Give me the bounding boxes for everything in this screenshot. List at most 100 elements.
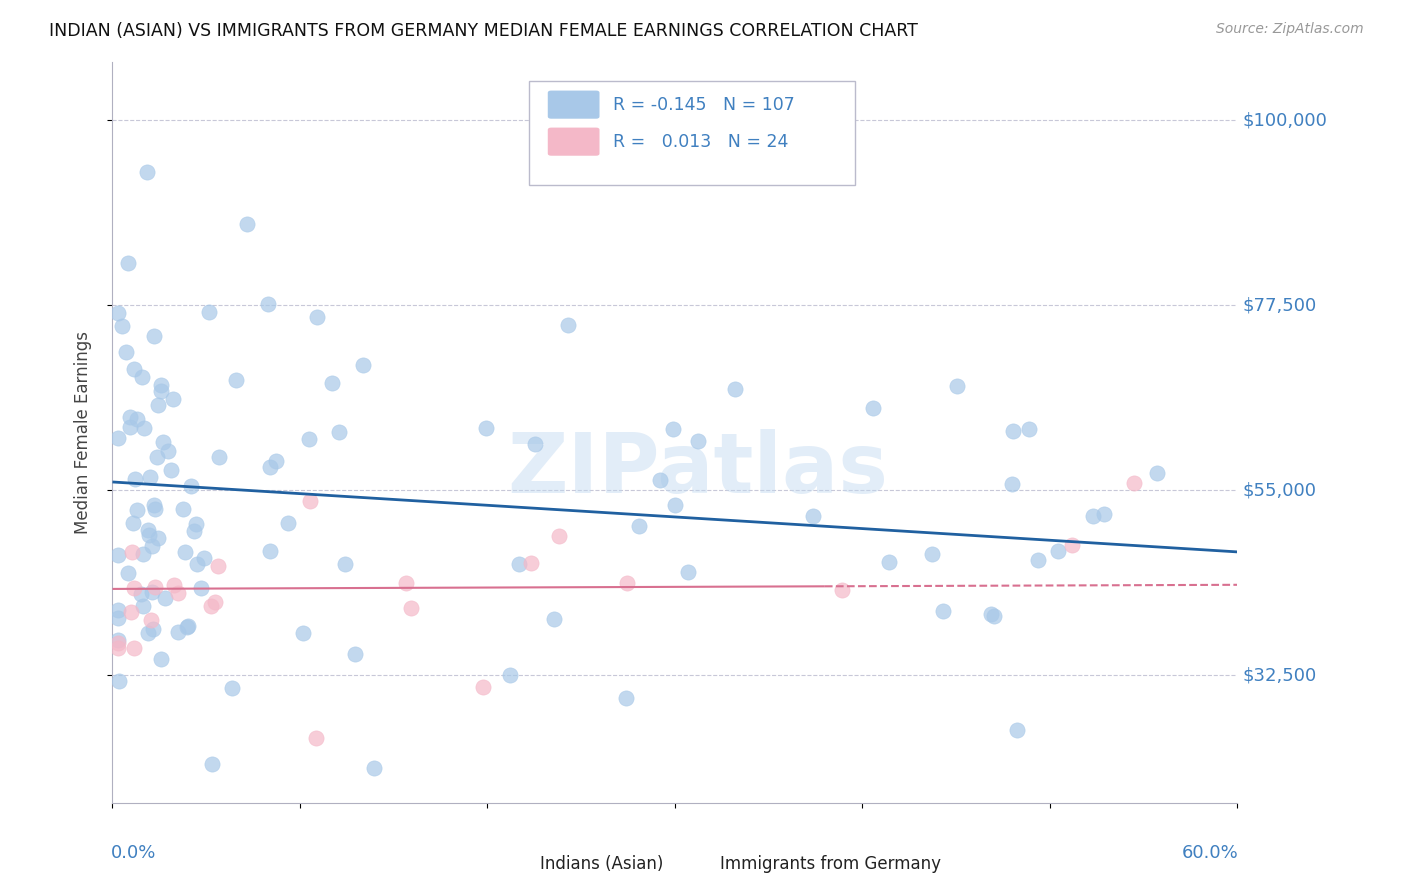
- Text: Indians (Asian): Indians (Asian): [540, 855, 664, 872]
- Point: [921, 547, 943, 561]
- Point: [174, 544, 197, 558]
- Point: [124, 472, 146, 486]
- Point: [277, 516, 299, 531]
- Point: [107, 632, 129, 647]
- Point: [1146, 467, 1168, 481]
- Point: [1001, 425, 1024, 439]
- Point: [305, 310, 328, 324]
- Point: [298, 432, 321, 446]
- Point: [298, 494, 321, 508]
- Text: R = -0.145   N = 107: R = -0.145 N = 107: [613, 95, 794, 113]
- Point: [399, 601, 422, 615]
- Point: [628, 519, 651, 533]
- Point: [305, 731, 328, 746]
- Point: [352, 358, 374, 372]
- Point: [177, 619, 200, 633]
- Point: [207, 558, 229, 573]
- Point: [142, 498, 165, 512]
- Point: [395, 576, 418, 591]
- Point: [236, 217, 259, 231]
- Y-axis label: Median Female Earnings: Median Female Earnings: [73, 331, 91, 534]
- Text: $100,000: $100,000: [1243, 111, 1327, 129]
- Point: [146, 398, 169, 412]
- Point: [138, 527, 160, 541]
- Point: [107, 548, 129, 562]
- Point: [363, 761, 385, 775]
- Point: [547, 529, 569, 543]
- Point: [142, 622, 165, 636]
- Point: [150, 378, 173, 392]
- Point: [197, 304, 219, 318]
- Point: [333, 557, 356, 571]
- Text: $32,500: $32,500: [1243, 666, 1317, 684]
- Point: [1026, 553, 1049, 567]
- Point: [136, 164, 159, 178]
- Point: [114, 345, 136, 359]
- Point: [291, 625, 314, 640]
- Point: [146, 531, 169, 545]
- Point: [184, 517, 207, 532]
- Point: [111, 319, 134, 334]
- Point: [143, 502, 166, 516]
- Point: [122, 640, 145, 655]
- Point: [543, 612, 565, 626]
- Point: [107, 432, 129, 446]
- FancyBboxPatch shape: [498, 853, 536, 875]
- Point: [139, 613, 162, 627]
- Point: [125, 412, 148, 426]
- Point: [121, 545, 143, 559]
- Point: [167, 586, 190, 600]
- Point: [523, 437, 546, 451]
- Point: [132, 548, 155, 562]
- Point: [862, 401, 884, 416]
- Text: 0.0%: 0.0%: [111, 844, 156, 862]
- Text: R =   0.013   N = 24: R = 0.013 N = 24: [613, 133, 789, 151]
- Point: [117, 256, 139, 270]
- Point: [225, 373, 247, 387]
- Point: [557, 318, 579, 333]
- Point: [472, 681, 495, 695]
- Point: [1005, 723, 1028, 737]
- Point: [132, 421, 155, 435]
- Point: [145, 450, 167, 464]
- Point: [648, 473, 671, 487]
- Point: [879, 555, 901, 569]
- Point: [208, 450, 231, 464]
- Point: [141, 539, 163, 553]
- Point: [328, 425, 350, 439]
- Point: [257, 297, 280, 311]
- Point: [180, 479, 202, 493]
- Point: [122, 581, 145, 595]
- Point: [183, 524, 205, 538]
- Point: [1081, 508, 1104, 523]
- Point: [143, 329, 166, 343]
- Point: [143, 580, 166, 594]
- Point: [138, 523, 160, 537]
- Point: [1122, 475, 1144, 490]
- Point: [204, 595, 226, 609]
- Point: [803, 508, 825, 523]
- Point: [132, 599, 155, 614]
- Text: 60.0%: 60.0%: [1181, 844, 1239, 862]
- Point: [162, 392, 184, 406]
- FancyBboxPatch shape: [678, 853, 716, 875]
- Point: [122, 362, 145, 376]
- FancyBboxPatch shape: [548, 91, 599, 119]
- Point: [107, 635, 129, 649]
- Point: [932, 603, 955, 617]
- Point: [157, 444, 180, 458]
- Point: [664, 499, 686, 513]
- Point: [176, 620, 198, 634]
- Point: [186, 558, 208, 572]
- Point: [616, 575, 638, 590]
- Point: [107, 641, 129, 656]
- Point: [686, 434, 709, 448]
- Text: Source: ZipAtlas.com: Source: ZipAtlas.com: [1216, 22, 1364, 37]
- Point: [1001, 477, 1024, 491]
- Text: INDIAN (ASIAN) VS IMMIGRANTS FROM GERMANY MEDIAN FEMALE EARNINGS CORRELATION CHA: INDIAN (ASIAN) VS IMMIGRANTS FROM GERMAN…: [49, 22, 918, 40]
- Text: ZIPatlas: ZIPatlas: [508, 429, 887, 510]
- Point: [152, 434, 174, 449]
- Text: Immigrants from Germany: Immigrants from Germany: [720, 855, 941, 872]
- Point: [136, 626, 159, 640]
- FancyBboxPatch shape: [548, 128, 599, 156]
